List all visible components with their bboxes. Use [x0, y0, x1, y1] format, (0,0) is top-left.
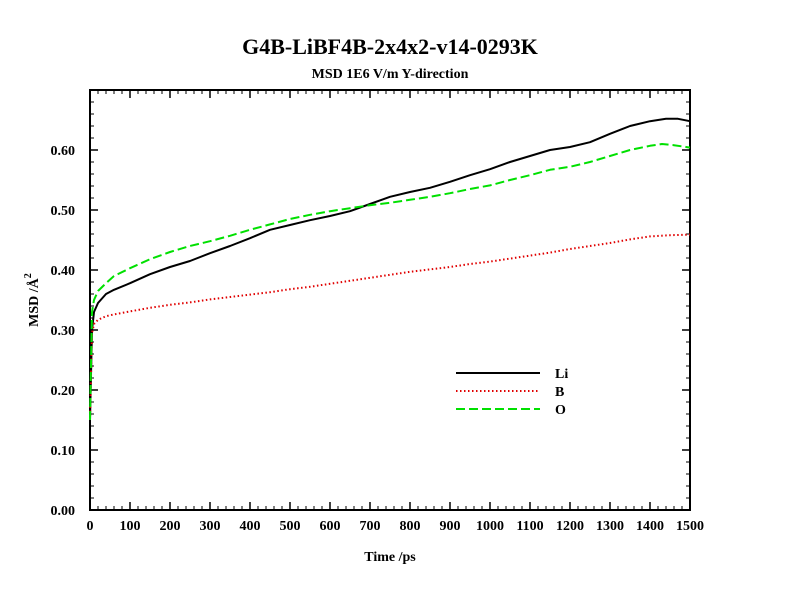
x-tick-label: 1200 [556, 519, 584, 534]
series-line-o [89, 143, 691, 421]
x-tick-label: 800 [400, 519, 421, 534]
y-tick-label: 0.10 [51, 444, 76, 459]
x-tick-label: 1300 [596, 519, 624, 534]
series-line-b [89, 233, 691, 421]
plot-frame [89, 89, 691, 511]
y-axis-title-text: MSD /Å [26, 277, 42, 327]
legend-label-b: B [555, 385, 564, 400]
x-tick-label: 1100 [516, 519, 543, 534]
y-tick-label: 0.60 [51, 144, 76, 159]
x-tick-label: 400 [240, 519, 261, 534]
chart-title: G4B-LiBF4B-2x4x2-v14-0293K [242, 34, 538, 59]
y-tick-label: 0.50 [51, 204, 76, 219]
chart-subtitle: MSD 1E6 V/m Y-direction [312, 67, 469, 82]
legend-label-o: O [555, 403, 566, 418]
x-tick-label: 500 [280, 519, 301, 534]
x-axis-ticks [89, 90, 691, 510]
y-axis-title-superscript: 2 [23, 273, 34, 278]
x-tick-label: 100 [120, 519, 141, 534]
x-tick-label: 900 [440, 519, 461, 534]
x-axis-title: Time /ps [364, 550, 416, 565]
x-tick-label: 200 [160, 519, 181, 534]
series-line-li [89, 117, 691, 421]
y-tick-label: 0.20 [51, 384, 76, 399]
x-tick-label: 0 [87, 519, 94, 534]
x-axis-tick-labels: 0 100 200 300 400 500 600 700 800 900 1000 1100 1200… [87, 519, 705, 534]
x-tick-label: 1000 [476, 519, 504, 534]
legend: Li BO [456, 367, 568, 418]
x-tick-label: 700 [360, 519, 381, 534]
x-tick-label: 1500 [676, 519, 704, 534]
y-axis-tick-labels: 0.00 0.10 0.20 0.30 0.40 0.50 0.60 [51, 144, 76, 519]
y-tick-label: 0.30 [51, 324, 76, 339]
y-axis-title: MSD /Å2 [23, 273, 42, 327]
x-tick-label: 300 [200, 519, 221, 534]
y-tick-label: 0.40 [51, 264, 76, 279]
y-tick-label: 0.00 [51, 504, 76, 519]
legend-label-li: Li [555, 367, 568, 382]
series-lines [89, 117, 691, 421]
x-tick-label: 600 [320, 519, 341, 534]
x-tick-label: 1400 [636, 519, 664, 534]
y-axis-ticks [90, 101, 690, 511]
